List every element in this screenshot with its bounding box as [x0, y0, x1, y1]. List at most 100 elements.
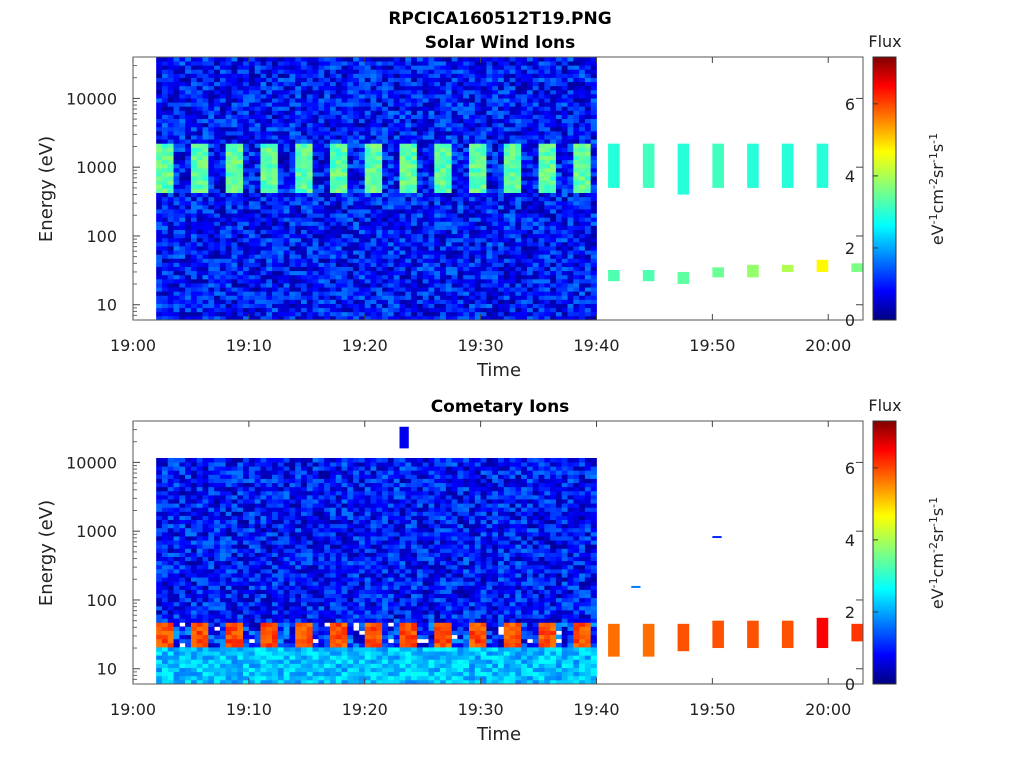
spectrogram-cell	[573, 209, 580, 214]
spectrogram-cell	[260, 295, 267, 300]
spectrogram-cell	[179, 57, 186, 62]
spectrogram-cell	[289, 151, 296, 157]
spectrogram-cell	[196, 307, 203, 313]
spectrogram-cell	[567, 172, 574, 177]
spectrogram-cell	[434, 221, 441, 226]
spectrogram-cell	[474, 69, 482, 74]
spectrogram-cell	[579, 85, 586, 91]
spectrogram-cell	[243, 200, 250, 206]
spectrogram-cell	[219, 209, 227, 214]
spectrogram-cell	[318, 229, 325, 235]
spectrogram-cell	[185, 143, 192, 148]
spectrogram-cell	[382, 184, 389, 189]
spectrogram-cell	[358, 204, 366, 210]
spectrogram-cell	[416, 258, 424, 263]
spectrogram-cell	[202, 114, 209, 120]
spectrogram-cell	[474, 262, 482, 267]
spectrogram-cell	[237, 167, 244, 173]
spectrogram-cell	[486, 221, 493, 226]
spectrogram-cell	[532, 89, 539, 95]
spectrogram-cell	[544, 135, 551, 140]
spectrogram-cell	[561, 192, 568, 198]
spectrogram-cell	[306, 287, 313, 292]
spectrogram-cell	[173, 274, 180, 280]
spectrogram-cell	[329, 200, 337, 206]
spectrogram-cell	[526, 233, 534, 239]
spectrogram-cell	[156, 114, 163, 120]
spectrogram-cell	[156, 233, 163, 239]
spectrogram-cell	[283, 246, 290, 251]
spectrogram-cell	[555, 287, 563, 292]
spectrogram-cell	[167, 176, 174, 181]
spectrogram-cell	[329, 102, 337, 107]
spectrogram-cell	[190, 184, 198, 189]
spectrogram-cell	[301, 57, 308, 62]
spectrogram-cell	[243, 85, 250, 91]
spectrogram-cell	[167, 258, 174, 263]
spectrogram-cell	[272, 143, 279, 148]
spectrogram-cell	[260, 89, 267, 95]
spectrogram-cell	[329, 89, 337, 95]
spectrogram-cell	[353, 89, 360, 95]
spectrogram-cell	[341, 93, 348, 99]
spectrogram-cell	[498, 114, 505, 120]
spectrogram-cell	[393, 73, 400, 78]
spectrogram-cell	[324, 278, 331, 284]
spectrogram-cell	[260, 147, 267, 152]
spectrogram-cell	[277, 217, 285, 222]
spectrogram-cell	[341, 151, 348, 157]
spectrogram-cell	[266, 295, 273, 300]
spectrogram-cell	[283, 204, 290, 210]
spectrogram-cell	[214, 254, 221, 259]
spectrogram-cell	[550, 143, 557, 148]
spectrogram-cell	[324, 270, 331, 276]
spectrogram-cell	[358, 278, 366, 284]
spectrogram-cell	[329, 188, 337, 194]
spectrogram-cell	[521, 204, 528, 210]
spectrogram-cell	[353, 217, 360, 222]
spectrogram-cell	[156, 307, 163, 313]
spectrogram-cell	[451, 85, 458, 91]
spectrogram-cell	[306, 299, 313, 304]
spectrogram-cell	[306, 278, 313, 284]
spectrogram-cell	[231, 233, 238, 239]
spectrogram-cell	[202, 167, 209, 173]
spectrogram-cell	[324, 262, 331, 267]
spectrogram-cell	[266, 122, 273, 128]
spectrogram-cell	[254, 237, 261, 243]
spectrogram-cell	[538, 229, 545, 235]
spectrogram-cell	[335, 200, 342, 206]
spectrogram-cell	[544, 122, 551, 128]
spectrogram-cell	[202, 151, 209, 157]
spectrogram-cell	[526, 176, 534, 181]
spectrogram-cell	[318, 209, 325, 214]
spectrogram-cell	[237, 283, 244, 288]
spectrogram-cell	[463, 122, 470, 128]
spectrogram-cell	[550, 184, 557, 189]
spectrogram-cell	[248, 283, 256, 288]
spectrogram-cell	[190, 266, 198, 272]
spectrogram-cell	[550, 65, 557, 70]
spectrogram-cell	[364, 311, 371, 317]
spectrogram-cell	[277, 163, 285, 169]
spectrogram-cell	[463, 89, 470, 95]
spectrogram-cell	[555, 102, 563, 107]
spectrogram-cell	[179, 110, 186, 115]
spectrogram-cell	[167, 307, 174, 313]
spectrogram-cell	[480, 209, 487, 214]
spectrogram-cell	[341, 167, 348, 173]
spectrogram-cell	[451, 98, 458, 103]
spectrogram-cell	[561, 65, 568, 70]
spectrogram-cell	[416, 81, 424, 87]
spectrogram-cell	[561, 130, 568, 136]
spectrogram-cell	[463, 188, 470, 194]
spectrogram-cell	[405, 270, 412, 276]
spectrogram-cell	[347, 81, 354, 87]
spectrogram-cell	[266, 303, 273, 309]
spectrogram-cell	[329, 283, 337, 288]
spectrogram-cell	[567, 283, 574, 288]
spectrogram-cell	[579, 233, 586, 239]
spectrogram-cell	[196, 106, 203, 111]
spectrogram-cell	[196, 93, 203, 99]
spectrogram-cell	[555, 299, 563, 304]
